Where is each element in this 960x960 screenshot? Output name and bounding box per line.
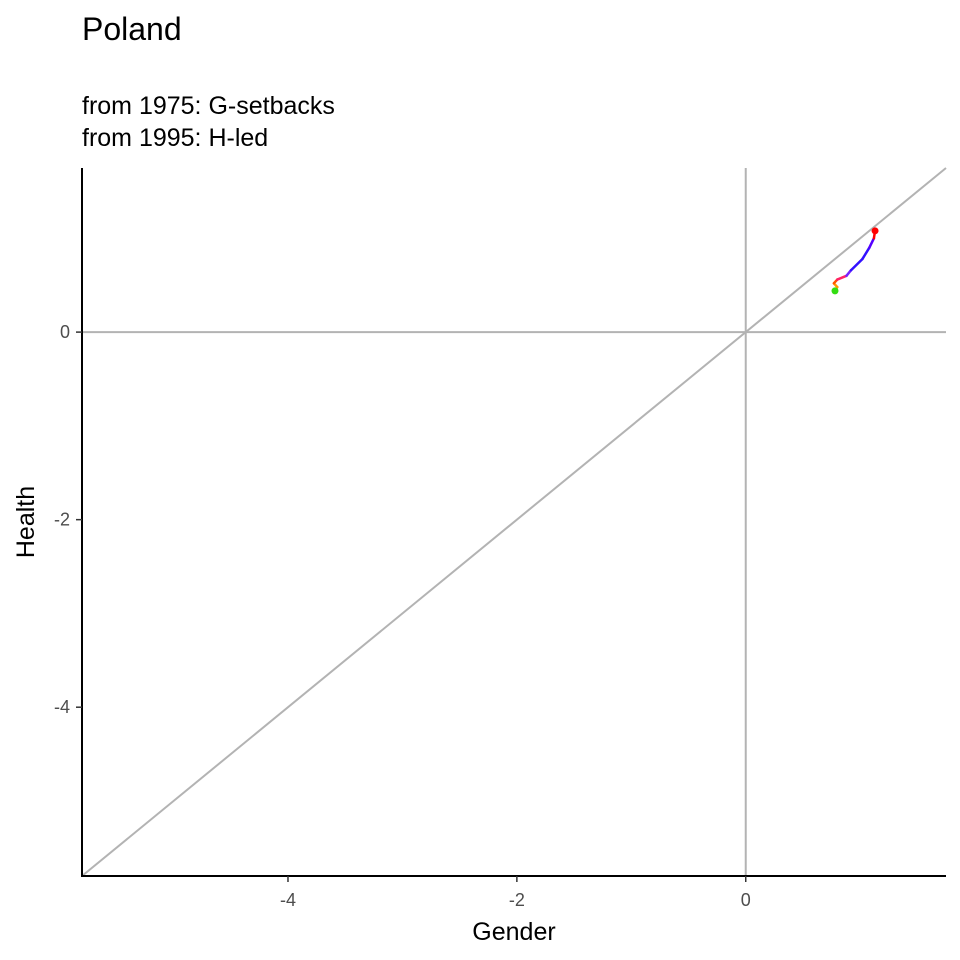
x-tick-label: -4 — [280, 890, 296, 910]
x-tick-label: -2 — [509, 890, 525, 910]
y-tick-label: -2 — [54, 510, 70, 530]
y-tick-label: -4 — [54, 697, 70, 717]
x-axis-title: Gender — [472, 918, 555, 946]
chart-title: Poland — [82, 11, 182, 47]
chart-subtitle-line-1: from 1975: G-setbacks — [82, 92, 335, 120]
y-axis-title: Health — [12, 486, 40, 558]
x-tick-label: 0 — [741, 890, 751, 910]
trajectory-segment — [861, 246, 871, 261]
reference-lines — [81, 167, 947, 877]
trajectory — [831, 227, 879, 295]
trajectory-segment — [868, 237, 876, 249]
trajectory-segment — [836, 274, 848, 281]
diagonal-reference-line — [81, 167, 947, 877]
trajectory-start-point — [831, 287, 839, 295]
y-tick-label: 0 — [60, 322, 70, 342]
trajectory-segment — [849, 257, 864, 272]
y-axis-ticks: -4 -2 0 — [54, 322, 82, 717]
chart-subtitle-line-2: from 1995: H-led — [82, 124, 268, 152]
x-axis-ticks: -4 -2 0 — [280, 876, 751, 910]
trajectory-end-point — [871, 227, 879, 235]
